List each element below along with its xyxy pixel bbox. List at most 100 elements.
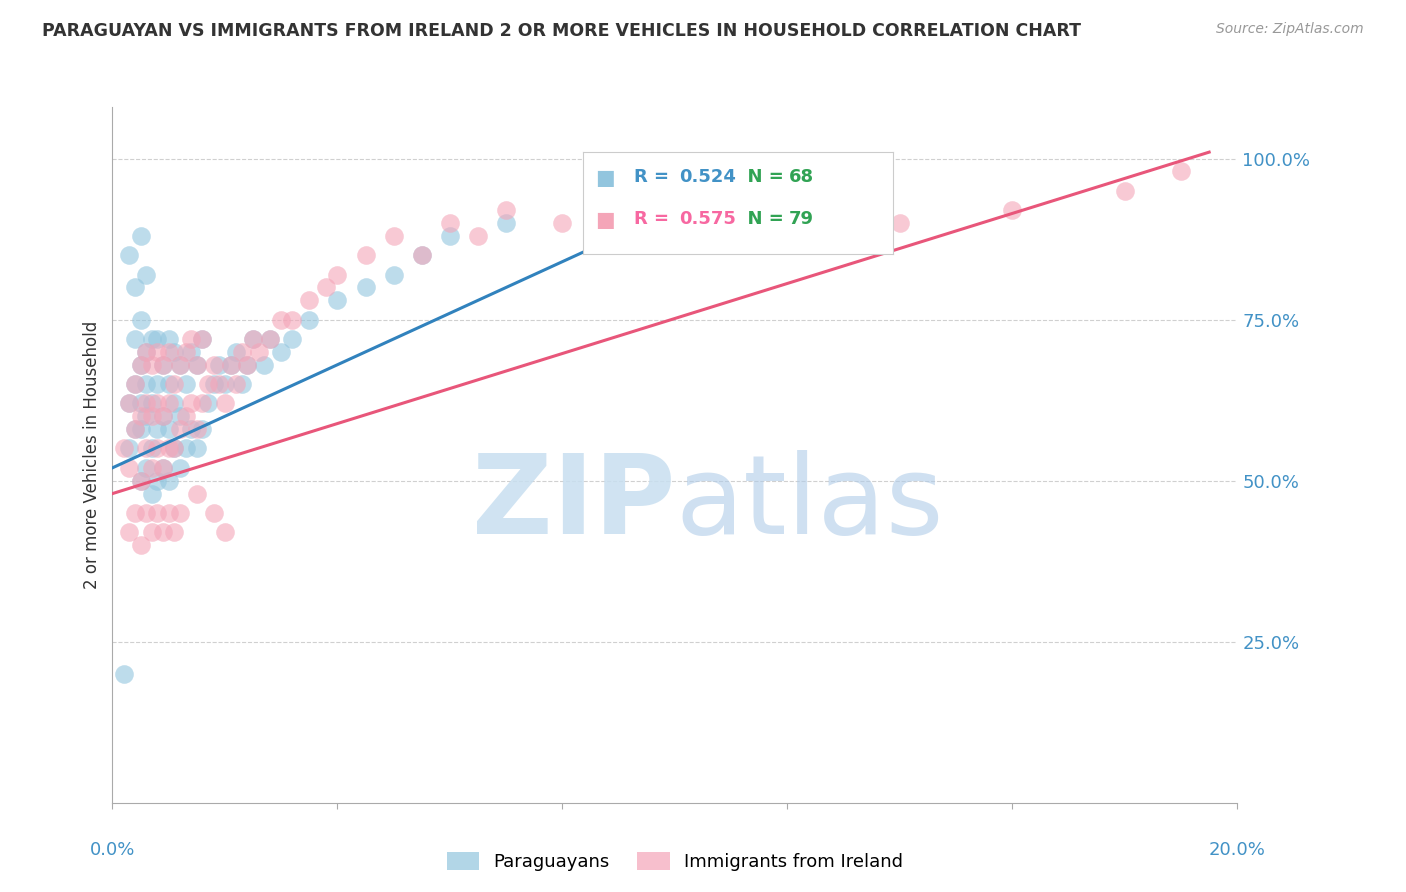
Point — [180, 422, 202, 436]
Point — [214, 396, 236, 410]
Point — [141, 442, 163, 456]
Point — [124, 422, 146, 436]
Point — [157, 332, 180, 346]
Point — [146, 422, 169, 436]
Point — [186, 358, 208, 372]
Point — [118, 396, 141, 410]
Point — [129, 396, 152, 410]
Point — [163, 442, 186, 456]
Point — [152, 525, 174, 540]
Point — [141, 396, 163, 410]
Text: 79: 79 — [789, 210, 814, 227]
Point — [135, 409, 157, 424]
Point — [157, 474, 180, 488]
Point — [152, 409, 174, 424]
Point — [169, 460, 191, 475]
Point — [197, 377, 219, 392]
Point — [1001, 203, 1024, 218]
Point — [135, 442, 157, 456]
Point — [191, 332, 214, 346]
Point — [152, 358, 174, 372]
Point — [152, 409, 174, 424]
Legend: Paraguayans, Immigrants from Ireland: Paraguayans, Immigrants from Ireland — [440, 845, 910, 879]
Point — [186, 422, 208, 436]
Point — [163, 344, 186, 359]
Text: atlas: atlas — [675, 450, 943, 558]
Point — [129, 538, 152, 552]
Point — [141, 486, 163, 500]
Point — [298, 312, 321, 326]
Point — [214, 525, 236, 540]
Point — [129, 312, 152, 326]
Point — [1114, 184, 1136, 198]
Text: 20.0%: 20.0% — [1209, 841, 1265, 860]
Point — [202, 377, 225, 392]
Point — [157, 377, 180, 392]
Point — [202, 506, 225, 520]
Point — [118, 460, 141, 475]
Point — [236, 358, 259, 372]
Text: Source: ZipAtlas.com: Source: ZipAtlas.com — [1216, 22, 1364, 37]
Point — [157, 442, 180, 456]
Point — [135, 344, 157, 359]
Point — [259, 332, 281, 346]
Point — [135, 344, 157, 359]
Point — [281, 332, 304, 346]
Point — [354, 280, 377, 294]
Point — [124, 506, 146, 520]
Point — [298, 293, 321, 308]
Point — [439, 216, 461, 230]
Point — [411, 248, 433, 262]
Point — [157, 506, 180, 520]
Text: ZIP: ZIP — [471, 450, 675, 558]
Point — [186, 358, 208, 372]
Point — [169, 358, 191, 372]
Point — [236, 358, 259, 372]
Point — [315, 280, 337, 294]
Point — [169, 422, 191, 436]
Text: 0.575: 0.575 — [679, 210, 735, 227]
Point — [152, 460, 174, 475]
Point — [129, 358, 152, 372]
Point — [141, 525, 163, 540]
Point — [118, 396, 141, 410]
Point — [439, 228, 461, 243]
Point — [124, 422, 146, 436]
Point — [141, 332, 163, 346]
Point — [208, 358, 231, 372]
Point — [382, 228, 405, 243]
Point — [607, 184, 630, 198]
Point — [146, 474, 169, 488]
Point — [191, 422, 214, 436]
Text: N =: N = — [735, 210, 790, 227]
Point — [253, 358, 276, 372]
Point — [281, 312, 304, 326]
Point — [135, 268, 157, 282]
Point — [157, 396, 180, 410]
Point — [129, 474, 152, 488]
Point — [163, 396, 186, 410]
Point — [664, 228, 686, 243]
Point — [157, 344, 180, 359]
Point — [135, 460, 157, 475]
Point — [135, 396, 157, 410]
Point — [326, 293, 349, 308]
Y-axis label: 2 or more Vehicles in Household: 2 or more Vehicles in Household — [83, 321, 101, 589]
Point — [129, 409, 152, 424]
Point — [197, 396, 219, 410]
Point — [551, 216, 574, 230]
Point — [146, 506, 169, 520]
Text: 0.524: 0.524 — [679, 168, 735, 186]
Point — [720, 203, 742, 218]
Point — [163, 442, 186, 456]
Point — [270, 312, 292, 326]
Point — [118, 442, 141, 456]
Point — [174, 442, 197, 456]
Point — [208, 377, 231, 392]
Point — [157, 422, 180, 436]
Point — [231, 377, 253, 392]
Point — [174, 377, 197, 392]
Point — [163, 525, 186, 540]
Point — [112, 442, 135, 456]
Point — [191, 396, 214, 410]
